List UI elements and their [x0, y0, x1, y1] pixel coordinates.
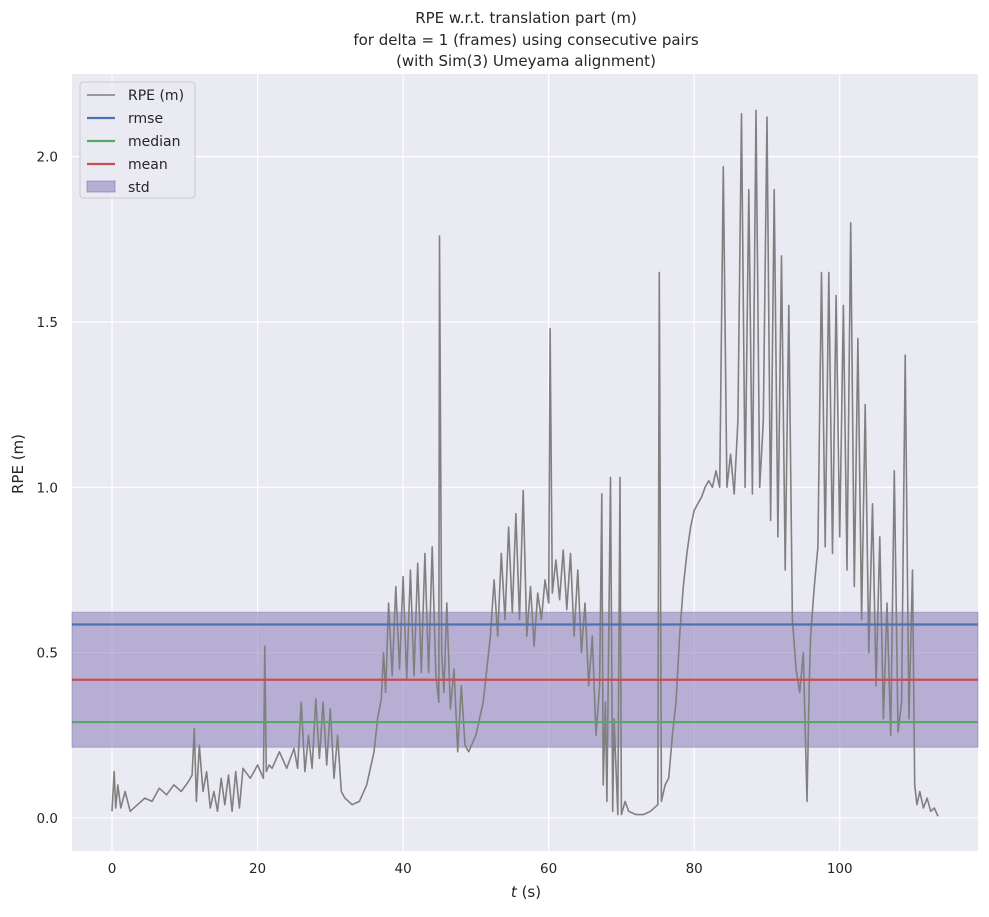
legend-std-swatch [86, 180, 116, 193]
x-tick-label: 60 [540, 861, 557, 877]
series-layer [111, 109, 939, 817]
legend-entry-label: rmse [128, 111, 163, 127]
tick-labels: 0 20 40 60 80 100 0.0 0.5 1.0 1.5 2.0 [37, 150, 853, 877]
y-tick-label: 1.5 [37, 315, 58, 331]
x-axis-unit: (s) [517, 883, 541, 901]
x-tick-label: 20 [249, 861, 266, 877]
y-tick-label: 1.0 [37, 480, 58, 496]
legend: RPE (m) rmse median mean std [79, 81, 196, 199]
x-tick-label: 100 [827, 861, 853, 877]
legend-entry-label: RPE (m) [128, 88, 184, 104]
y-tick-label: 0.5 [37, 646, 58, 662]
chart-title-line-3: (with Sim(3) Umeyama alignment) [396, 52, 656, 70]
x-tick-label: 80 [686, 861, 703, 877]
legend-entry-label: std [128, 180, 150, 196]
rpe-series-line [111, 109, 939, 817]
y-tick-label: 2.0 [37, 150, 58, 166]
x-axis-variable: t [511, 883, 518, 901]
chart-title-line-1: RPE w.r.t. translation part (m) [415, 9, 637, 27]
chart-title-line-2: for delta = 1 (frames) using consecutive… [353, 31, 699, 49]
x-tick-label: 0 [108, 861, 117, 877]
stat-lines-layer [72, 623, 978, 724]
legend-entry-label: mean [128, 157, 168, 173]
x-axis-label: t (s) [511, 883, 541, 901]
legend-entry-label: median [128, 134, 180, 150]
x-tick-label: 40 [395, 861, 412, 877]
legend-box [79, 81, 196, 199]
y-axis-label: RPE (m) [9, 434, 27, 494]
y-tick-label: 0.0 [37, 811, 58, 827]
